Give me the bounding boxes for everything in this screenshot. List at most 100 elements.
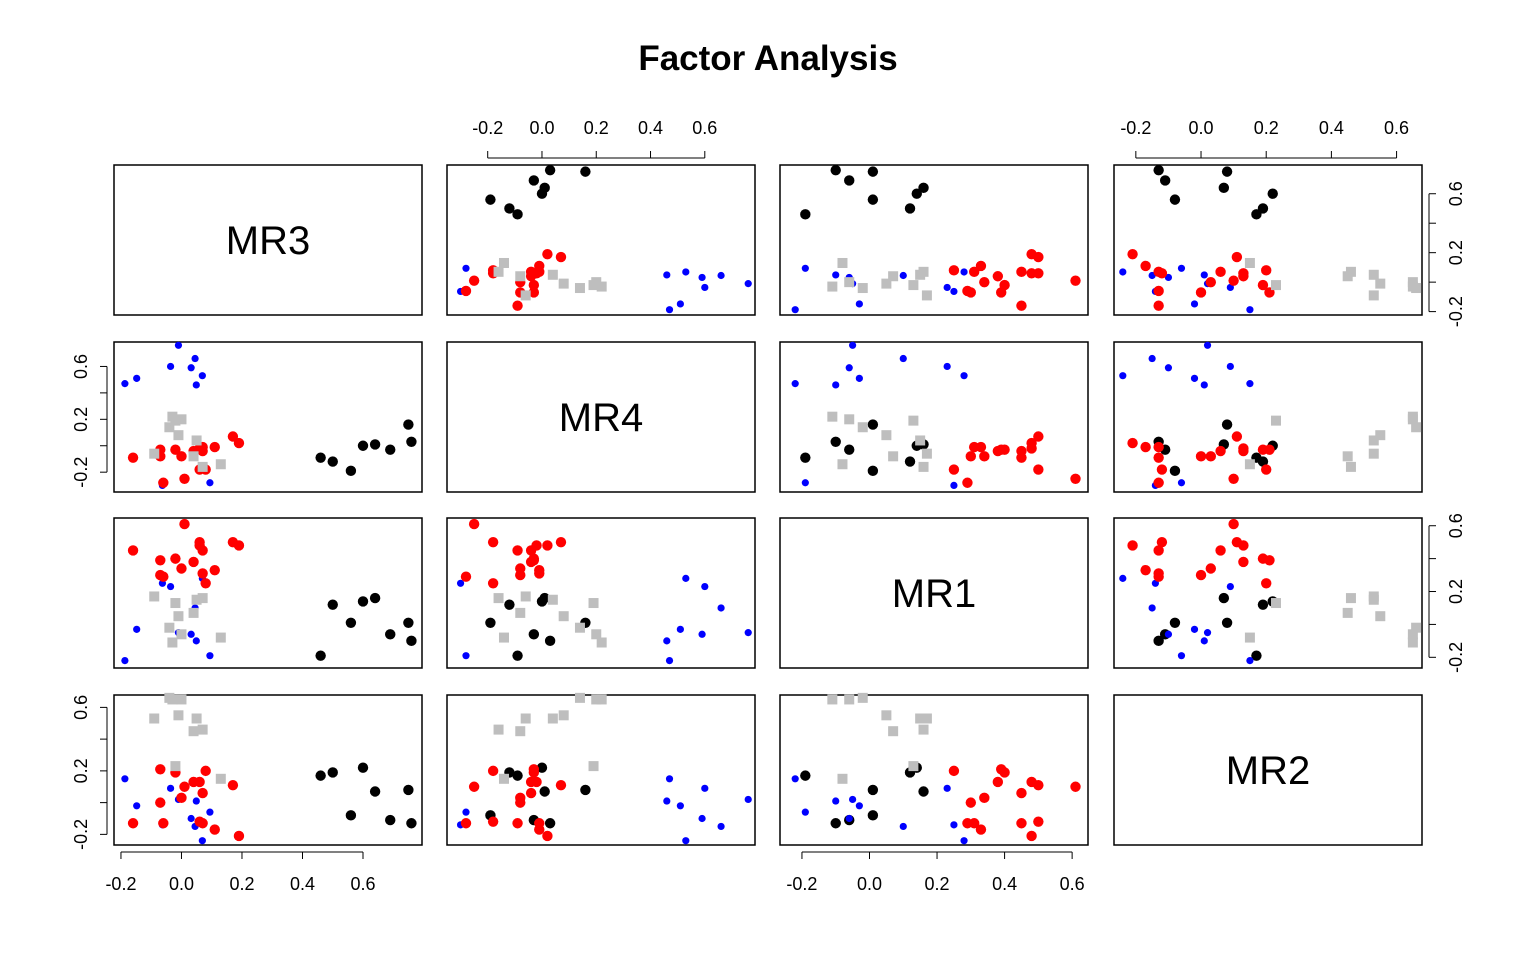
data-point <box>133 625 141 633</box>
tick-label: 0.2 <box>1446 240 1466 265</box>
data-point <box>174 341 183 349</box>
data-point <box>534 260 545 272</box>
data-point <box>1195 569 1207 581</box>
data-point <box>663 797 671 805</box>
data-point-square <box>515 726 526 737</box>
data-point <box>1221 166 1233 177</box>
data-point <box>830 164 841 176</box>
data-point <box>1200 271 1208 279</box>
data-point <box>1140 441 1151 453</box>
data-point <box>791 306 799 314</box>
data-point <box>1127 248 1138 260</box>
data-point-square <box>170 415 181 426</box>
data-point <box>233 437 245 449</box>
data-point-square <box>191 594 202 605</box>
data-point <box>744 280 752 288</box>
tick-label: 0.6 <box>1446 513 1466 538</box>
data-point <box>1231 536 1243 548</box>
tick-label: 0.6 <box>692 118 717 138</box>
panel-MR1-vs-MR3 <box>113 517 423 669</box>
data-point <box>385 814 396 826</box>
data-point-square <box>921 290 932 301</box>
data-point <box>315 452 326 463</box>
data-point <box>512 300 523 311</box>
data-point <box>1221 617 1233 628</box>
data-point <box>968 266 980 278</box>
tick-label: -0.2 <box>71 457 91 488</box>
data-point <box>943 784 951 792</box>
data-point <box>979 451 990 462</box>
data-point <box>1127 540 1138 551</box>
data-point <box>849 341 857 349</box>
data-point <box>233 540 245 551</box>
data-point <box>899 271 907 280</box>
panel-MR3-vs-MR3: MR3 <box>113 164 423 316</box>
data-point <box>528 629 540 640</box>
data-point <box>975 824 987 835</box>
data-point <box>1153 452 1164 463</box>
data-point <box>1238 443 1249 454</box>
panel-MR2-vs-MR2: MR2 <box>1113 694 1423 846</box>
data-point-square <box>1411 422 1422 433</box>
data-point <box>327 767 338 778</box>
data-point <box>1261 265 1272 276</box>
data-point <box>1203 341 1212 349</box>
data-point <box>192 797 200 805</box>
tick-label: 0.6 <box>1384 118 1409 138</box>
data-point <box>948 464 960 475</box>
data-point <box>544 818 556 829</box>
data-point <box>1226 582 1234 591</box>
data-point <box>403 784 414 796</box>
data-point <box>1267 188 1278 199</box>
data-point <box>918 786 929 797</box>
data-point-square <box>493 724 504 735</box>
data-point-square <box>574 622 585 633</box>
data-point <box>717 822 725 831</box>
tick-label: 0.2 <box>1446 579 1466 604</box>
data-point-square <box>918 461 929 472</box>
data-point <box>676 802 684 810</box>
tick-label: 0.2 <box>1254 118 1279 138</box>
data-point <box>1033 779 1044 791</box>
data-point <box>899 822 907 831</box>
tick-label: -0.2 <box>472 118 503 138</box>
data-point <box>717 271 725 280</box>
data-point <box>580 784 591 796</box>
data-point <box>904 203 916 214</box>
data-point <box>1200 637 1208 645</box>
data-point <box>698 273 706 282</box>
data-point <box>911 188 922 199</box>
data-point <box>487 536 499 548</box>
data-point <box>512 209 523 220</box>
data-point-square <box>558 611 569 622</box>
data-point <box>1148 604 1156 612</box>
data-point-square <box>857 692 868 703</box>
data-point-square <box>515 607 526 618</box>
data-point <box>979 276 990 288</box>
panel-MR4-vs-MR2 <box>1113 341 1423 493</box>
data-point <box>1169 194 1181 205</box>
data-point <box>992 445 1004 457</box>
data-point-square <box>170 761 181 772</box>
data-point <box>1164 630 1173 638</box>
tick-label: 0.0 <box>169 874 194 894</box>
data-point <box>1261 464 1272 475</box>
data-point <box>1153 571 1164 582</box>
data-point <box>127 545 139 556</box>
data-point <box>1156 268 1168 279</box>
data-point <box>965 797 977 808</box>
data-point-square <box>1375 278 1386 289</box>
panel-frame <box>1113 694 1423 846</box>
data-point <box>962 477 973 488</box>
data-point-square <box>1345 461 1356 472</box>
data-point <box>188 556 199 568</box>
data-point-square <box>188 607 199 618</box>
data-point-square <box>173 430 184 441</box>
data-point <box>1153 300 1164 311</box>
data-point-square <box>498 632 509 643</box>
data-point <box>844 444 855 455</box>
data-point <box>485 617 496 628</box>
data-point <box>1218 182 1230 194</box>
data-point-square <box>558 710 569 721</box>
data-point <box>948 265 960 276</box>
